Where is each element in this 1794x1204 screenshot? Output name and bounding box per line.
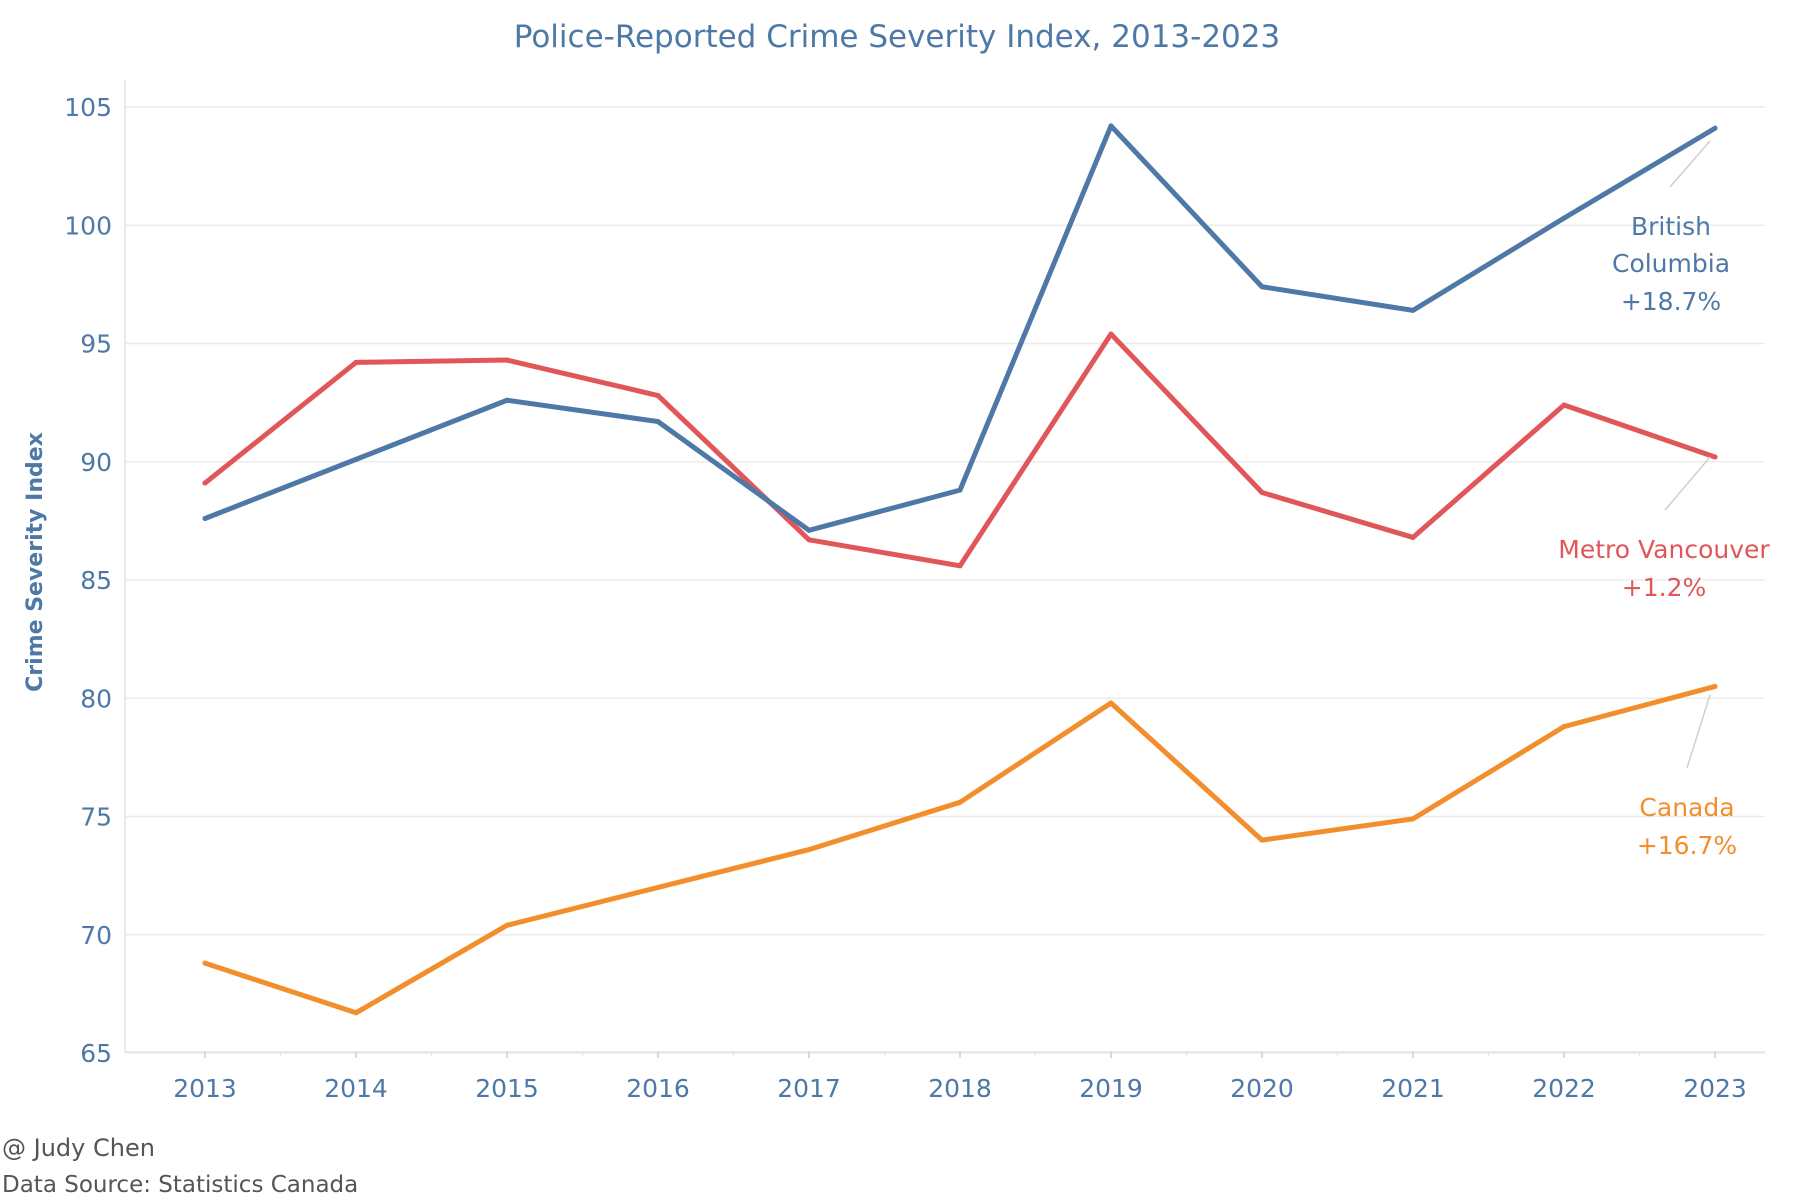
- data-point-canada: [806, 847, 812, 853]
- data-point-metro-vancouver: [202, 480, 208, 486]
- leader-line-canada: [1686, 694, 1711, 769]
- x-tick-label: 2018: [928, 1074, 992, 1103]
- data-point-metro-vancouver: [1712, 454, 1718, 460]
- y-tick-label: 85: [80, 566, 112, 595]
- data-point-metro-vancouver: [1410, 534, 1416, 540]
- data-point-canada: [1561, 724, 1567, 730]
- data-source-note: Data Source: Statistics Canada: [2, 1172, 359, 1198]
- data-point-british-columbia: [957, 487, 963, 493]
- data-point-british-columbia: [1108, 123, 1114, 129]
- x-tick-label: 2020: [1230, 1074, 1294, 1103]
- y-tick-label: 100: [64, 211, 112, 240]
- series-change-british-columbia: +18.7%: [1621, 287, 1721, 316]
- data-point-metro-vancouver: [806, 537, 812, 543]
- x-tick-label: 2015: [475, 1074, 539, 1103]
- data-point-metro-vancouver: [353, 359, 359, 365]
- gridlines: [125, 106, 1765, 1054]
- data-point-british-columbia: [353, 456, 359, 462]
- data-point-british-columbia: [504, 397, 510, 403]
- y-tick-label: 65: [80, 1039, 112, 1068]
- series-label-line: Columbia: [1612, 249, 1730, 278]
- series-label-canada: Canada: [1639, 793, 1734, 822]
- data-point-british-columbia: [1259, 284, 1265, 290]
- data-point-metro-vancouver: [504, 357, 510, 363]
- data-point-british-columbia: [1410, 307, 1416, 313]
- x-tick-label: 2021: [1381, 1074, 1445, 1103]
- data-point-metro-vancouver: [1108, 331, 1114, 337]
- data-point-canada: [202, 960, 208, 966]
- series-line-canada: [202, 683, 1718, 1016]
- series-label-british-columbia: British Columbia: [1612, 212, 1730, 278]
- leader-line-british-columbia: [1669, 140, 1711, 188]
- chart-title: Police-Reported Crime Severity Index, 20…: [514, 19, 1280, 55]
- data-point-canada: [504, 922, 510, 928]
- data-point-canada: [1712, 683, 1718, 689]
- series-label-line: Canada: [1639, 793, 1734, 822]
- data-point-metro-vancouver: [1259, 489, 1265, 495]
- x-tick-label: 2013: [173, 1074, 237, 1103]
- y-tick-label: 90: [80, 448, 112, 477]
- data-point-canada: [1410, 816, 1416, 822]
- y-tick-label: 105: [64, 93, 112, 122]
- data-point-british-columbia: [202, 516, 208, 522]
- y-tick-label: 75: [80, 803, 112, 832]
- data-point-british-columbia: [655, 419, 661, 425]
- leader-line-metro-vancouver: [1664, 456, 1711, 511]
- y-axis-title: Crime Severity Index: [23, 432, 48, 692]
- x-tick-label: 2022: [1532, 1074, 1596, 1103]
- series-label-metro-vancouver: Metro Vancouver: [1558, 535, 1770, 564]
- data-point-british-columbia: [806, 527, 812, 533]
- y-tick-label: 80: [80, 684, 112, 713]
- series-label-line: Metro Vancouver: [1558, 535, 1770, 564]
- data-point-canada: [1108, 700, 1114, 706]
- x-tick-label: 2017: [777, 1074, 841, 1103]
- series-line-metro-vancouver: [202, 331, 1718, 569]
- x-tick-label: 2019: [1079, 1074, 1143, 1103]
- data-point-british-columbia: [1712, 125, 1718, 131]
- x-tick-label: 2014: [324, 1074, 388, 1103]
- x-tick-label: 2023: [1683, 1074, 1747, 1103]
- data-point-canada: [1259, 837, 1265, 843]
- author-credit: @ Judy Chen: [2, 1134, 155, 1162]
- axes: 65 70 75 80 85 90 95 100 105 2013 2014 2015 2016 2017…: [64, 80, 1765, 1103]
- series-label-line: British: [1631, 212, 1711, 241]
- data-point-canada: [353, 1010, 359, 1016]
- series-change-metro-vancouver: +1.2%: [1622, 573, 1706, 602]
- data-point-metro-vancouver: [655, 393, 661, 399]
- y-tick-label: 70: [80, 921, 112, 950]
- data-point-canada: [957, 799, 963, 805]
- data-point-metro-vancouver: [1561, 402, 1567, 408]
- data-point-british-columbia: [1561, 215, 1567, 221]
- data-point-metro-vancouver: [957, 563, 963, 569]
- y-tick-label: 95: [80, 330, 112, 359]
- series-labels: British Columbia +18.7% Metro Vancouver +1.2…: [1558, 140, 1770, 860]
- data-point-canada: [655, 884, 661, 890]
- series-change-canada: +16.7%: [1637, 831, 1737, 860]
- x-tick-label: 2016: [626, 1074, 690, 1103]
- series-layer: [202, 123, 1718, 1016]
